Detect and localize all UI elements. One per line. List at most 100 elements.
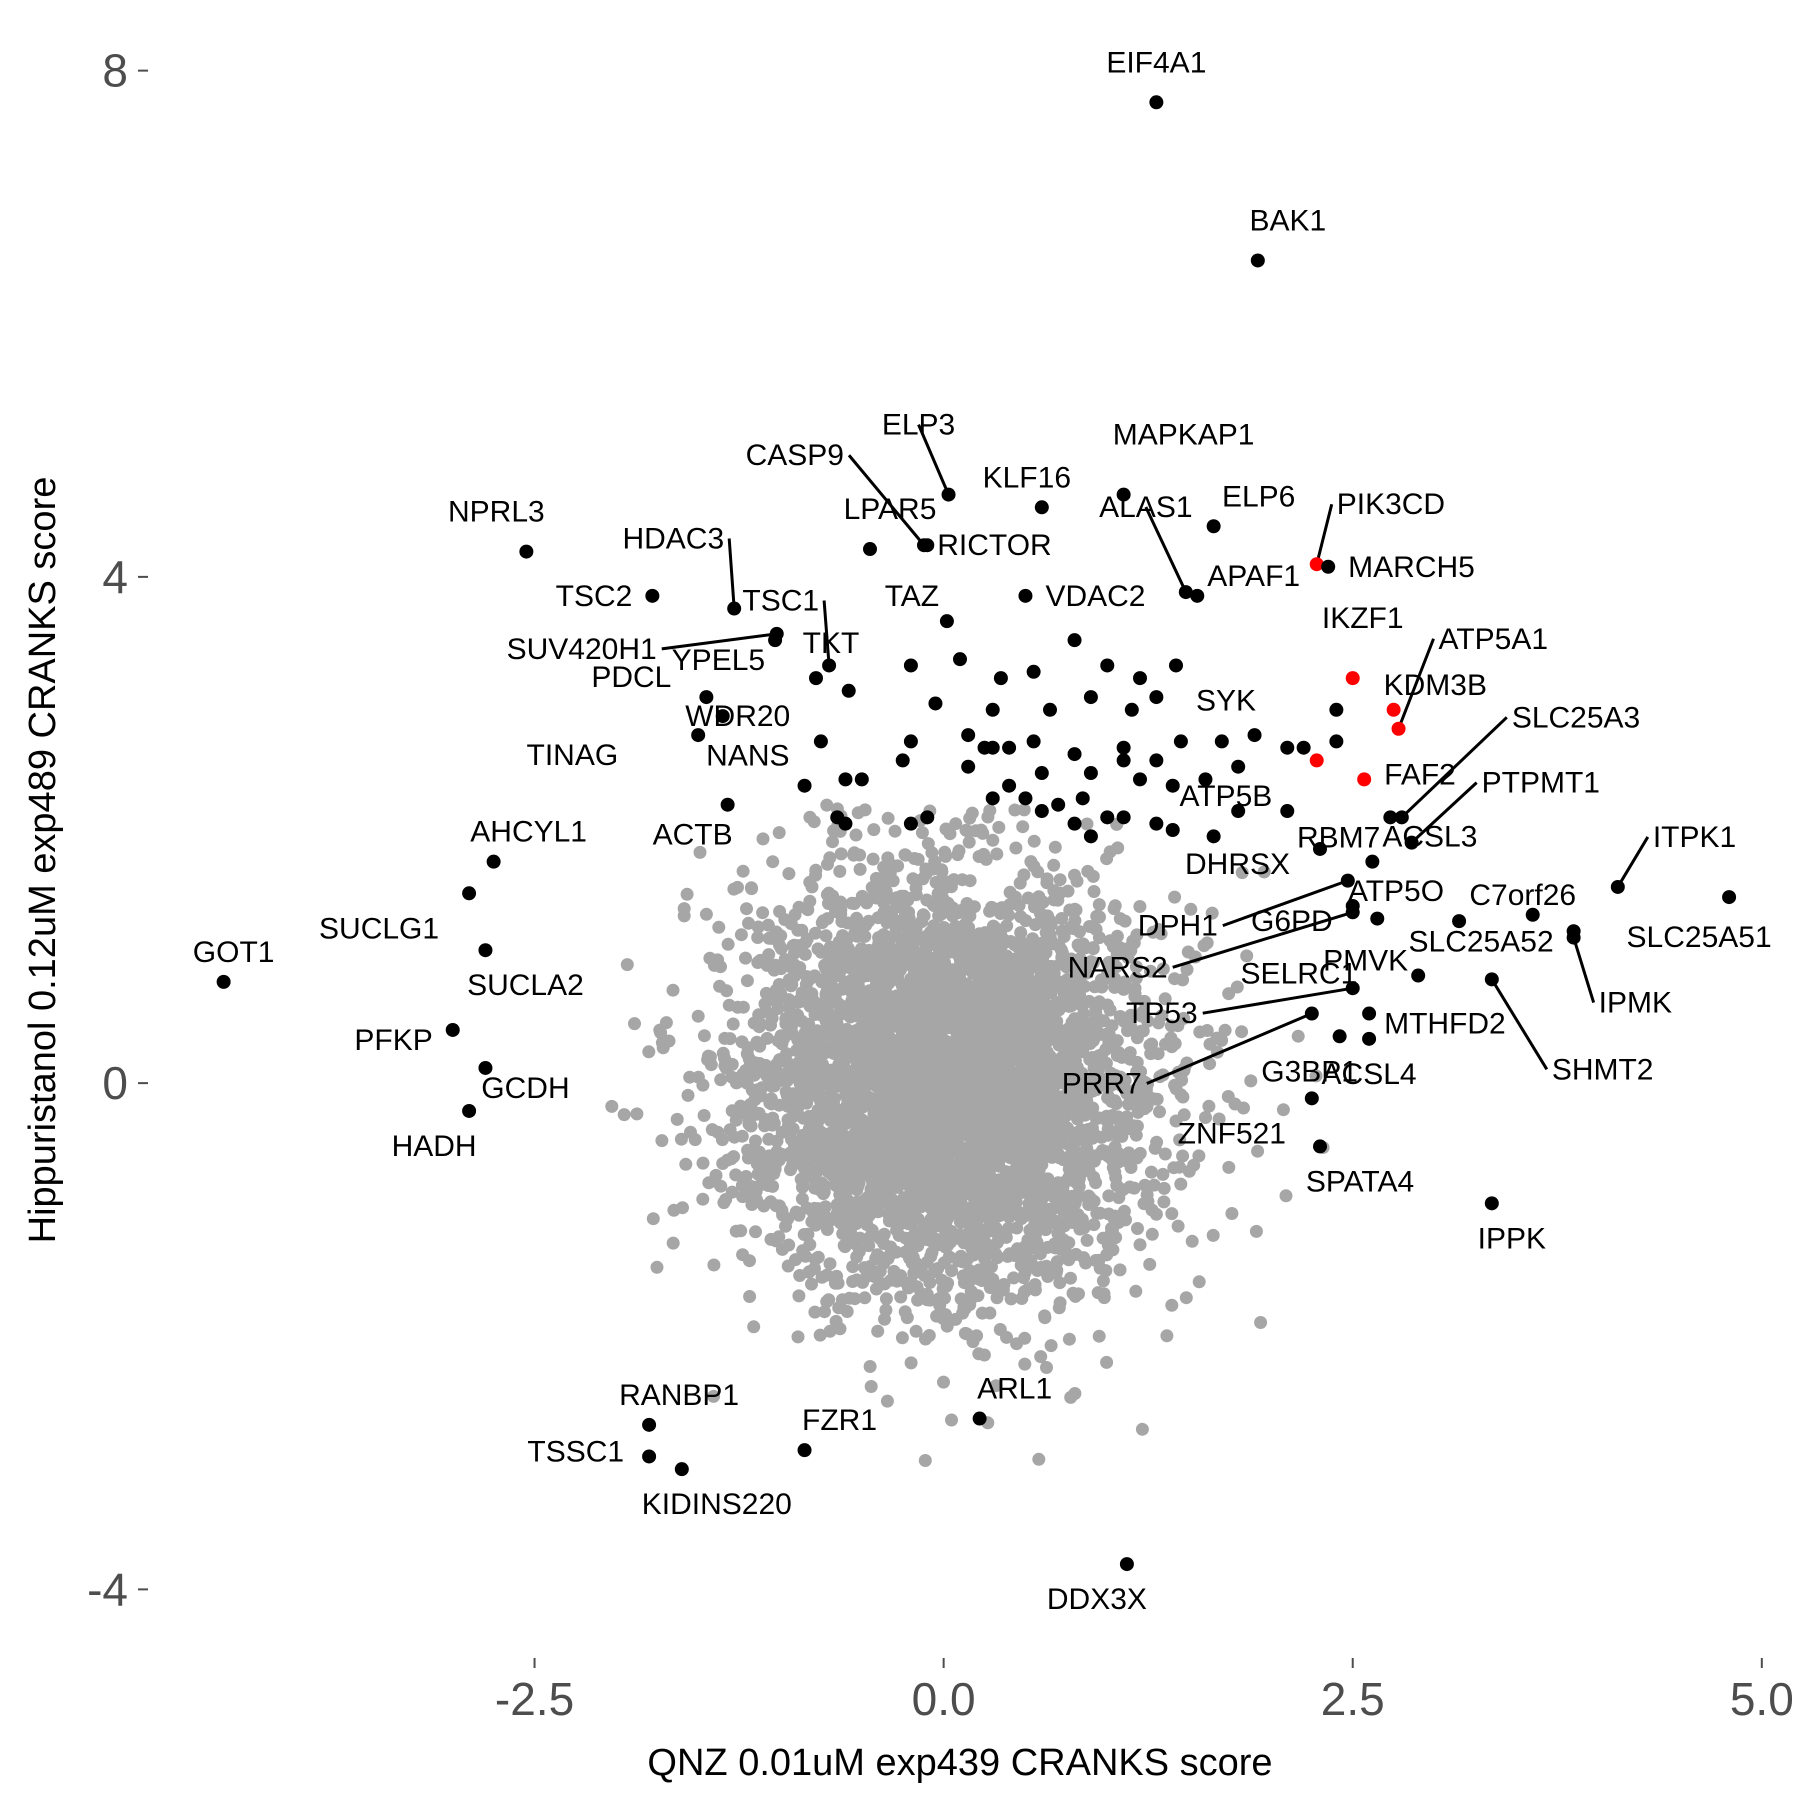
background-point: [744, 1119, 758, 1133]
gene-label: IPPK: [1478, 1222, 1546, 1255]
point-acsl3: [1365, 854, 1380, 869]
background-point: [1055, 1053, 1069, 1066]
background-point: [960, 1230, 974, 1244]
background-point: [1181, 945, 1195, 959]
point-lpar5: [863, 542, 877, 557]
background-point: [856, 1194, 870, 1208]
significant-point: [1002, 778, 1017, 793]
background-point: [972, 850, 986, 863]
gene-label: SPATA4: [1306, 1165, 1414, 1198]
background-point: [1153, 1105, 1166, 1119]
background-point: [1103, 1003, 1117, 1017]
background-point: [990, 847, 1004, 861]
background-point: [943, 875, 957, 889]
background-point: [791, 1033, 805, 1047]
background-point: [1089, 1254, 1103, 1267]
background-point: [1249, 1224, 1263, 1238]
significant-point: [953, 652, 967, 667]
point-suclg1: [462, 886, 477, 901]
significant-point: [1296, 740, 1311, 755]
background-point: [1076, 1014, 1089, 1028]
background-point: [1059, 1246, 1073, 1260]
y-tick-label: 4: [102, 551, 128, 603]
background-point: [932, 1072, 946, 1086]
point-pik3cd: [1309, 557, 1324, 572]
gene-label: ACTB: [653, 819, 733, 852]
gene-label: TSC2: [556, 580, 633, 613]
background-point: [801, 1227, 815, 1241]
background-point: [959, 1167, 973, 1181]
point-c7orf26: [1525, 907, 1540, 922]
background-point: [898, 848, 912, 862]
background-point: [1027, 996, 1041, 1010]
background-point: [740, 974, 754, 988]
background-point: [1000, 1128, 1013, 1142]
background-point: [1102, 1028, 1116, 1041]
background-point: [729, 1076, 743, 1090]
background-point: [870, 1011, 884, 1024]
background-point: [982, 1224, 996, 1238]
background-point: [915, 826, 929, 840]
background-point: [850, 957, 864, 971]
point-mapkap1: [1116, 487, 1131, 502]
background-point: [919, 942, 933, 956]
significant-point: [1214, 734, 1229, 749]
background-point: [1168, 890, 1182, 904]
significant-point: [1231, 759, 1246, 774]
background-point: [749, 1134, 762, 1148]
background-point: [921, 1007, 935, 1021]
background-point: [882, 1123, 896, 1137]
background-point: [1072, 995, 1086, 1009]
background-point: [760, 1070, 774, 1083]
gene-label: GOT1: [193, 936, 275, 969]
background-point: [850, 1183, 864, 1197]
background-point: [906, 872, 920, 886]
background-point: [1040, 872, 1054, 886]
gene-label: GCDH: [481, 1072, 569, 1105]
background-point: [920, 1255, 934, 1269]
background-point: [895, 1331, 909, 1345]
background-point: [1106, 940, 1120, 954]
significant-point: [1231, 804, 1246, 819]
background-point: [918, 1454, 932, 1467]
point-spata4: [1313, 1139, 1327, 1154]
gene-label: C7orf26: [1469, 879, 1576, 912]
background-point: [983, 1306, 997, 1320]
background-point: [677, 902, 691, 916]
background-point: [774, 929, 788, 943]
background-point: [962, 825, 975, 838]
background-point: [939, 1308, 952, 1322]
background-point: [955, 1079, 968, 1093]
background-point: [1002, 908, 1016, 922]
point-elp3: [941, 487, 956, 502]
leader-line: [847, 454, 926, 547]
background-point: [863, 1260, 877, 1273]
point-atp5a1: [1391, 721, 1406, 736]
background-point: [849, 1237, 863, 1251]
y-axis-title: Hippuristanol 0.12uM exp489 CRANKS score: [22, 477, 64, 1244]
gene-label: SELRC1: [1241, 958, 1358, 991]
background-point: [998, 1084, 1012, 1098]
background-point: [927, 919, 941, 933]
background-point: [1017, 1271, 1031, 1285]
background-point: [880, 916, 894, 929]
background-point: [958, 1302, 972, 1316]
background-point: [1017, 1036, 1031, 1049]
background-point: [945, 1264, 959, 1278]
background-point: [1085, 1149, 1099, 1163]
point-prr7: [1304, 1006, 1319, 1021]
gene-label: RBM7: [1297, 821, 1380, 854]
background-point: [960, 1252, 974, 1266]
background-point: [786, 939, 800, 953]
background-point: [894, 1097, 908, 1111]
x-tick-label: 2.5: [1321, 1673, 1385, 1725]
background-point: [1004, 1292, 1018, 1306]
background-point: [1073, 1028, 1087, 1042]
point-elp6: [1206, 519, 1221, 534]
background-point: [1088, 922, 1102, 936]
background-point: [1021, 965, 1035, 979]
background-point: [954, 1103, 968, 1117]
point-klf16: [1034, 500, 1049, 515]
gene-label: IKZF1: [1322, 602, 1404, 635]
